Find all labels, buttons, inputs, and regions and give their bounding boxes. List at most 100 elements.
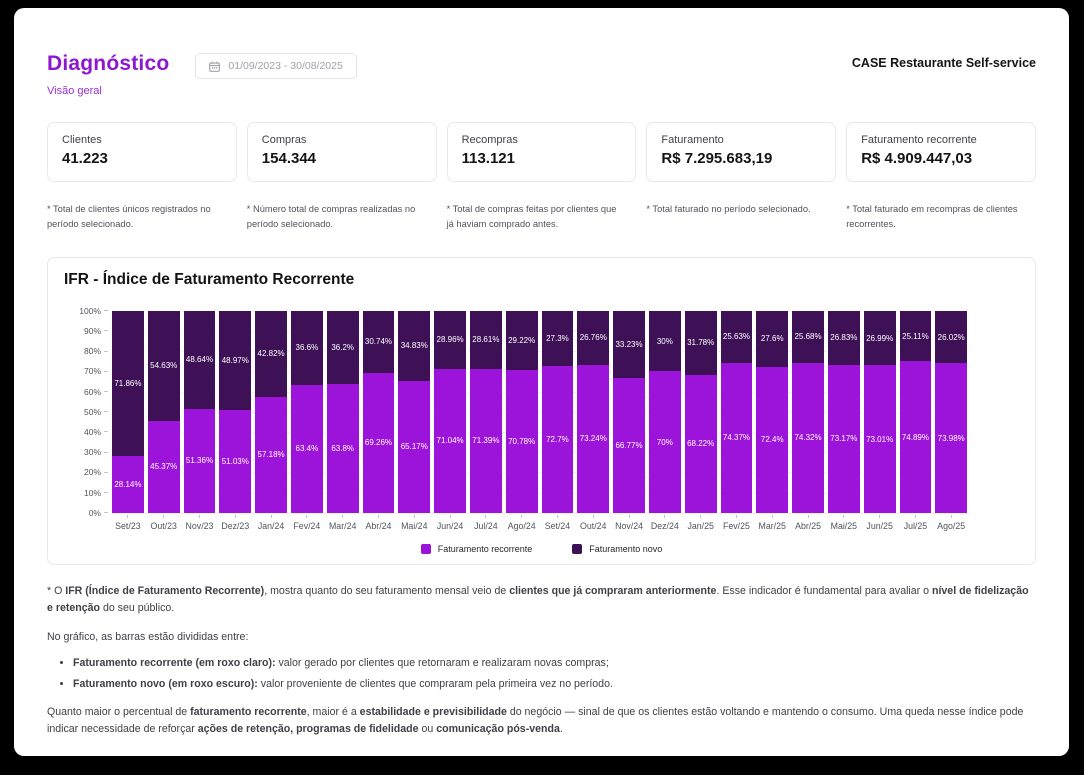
x-axis-label: Dez/24 — [650, 520, 679, 531]
bar-segment-novo: 36.6% — [290, 310, 323, 385]
y-axis: 100% 90% 80% 70% 60% 50% 40% 30% 20% 10% 0% — [64, 306, 108, 518]
y-tick-label: 10% — [84, 488, 108, 498]
x-axis-label: Jan/25 — [687, 520, 714, 531]
stacked-bar: 27.6% 72.4% — [756, 310, 789, 513]
bar-group: 33.23% 66.77% Nov/24 — [613, 310, 645, 531]
bar-segment-novo: 42.82% — [255, 310, 287, 398]
bar-group: 42.82% 57.18% Jan/24 — [255, 310, 287, 531]
x-axis-label: Abr/25 — [795, 520, 821, 531]
stacked-bar: 26.02% 73.98% — [935, 310, 968, 513]
y-tick-label: 60% — [84, 387, 108, 397]
stacked-bar: 25.68% 74.32% — [792, 310, 824, 513]
bar-segment-recorrente: 68.22% — [684, 374, 717, 513]
kpi-label: Faturamento — [661, 134, 724, 146]
bar-segment-recorrente: 74.89% — [899, 361, 932, 513]
description-intro: * O IFR (Índice de Faturamento Recorrent… — [47, 584, 1029, 614]
bar-segment-recorrente: 28.14% — [112, 455, 144, 513]
x-axis-label: Out/23 — [150, 520, 177, 531]
stacked-bar: 25.63% 74.37% — [720, 310, 753, 513]
description-lead: No gráfico, as barras estão divididas en… — [47, 630, 249, 643]
x-axis-label: Ago/24 — [507, 520, 536, 531]
bar-group: 30% 70% Dez/24 — [648, 310, 681, 531]
stacked-bar: 71.86% 28.14% — [112, 310, 144, 513]
bar-group: 29.22% 70.78% Ago/24 — [505, 310, 538, 531]
calendar-icon — [209, 61, 221, 72]
y-tick-label: 70% — [84, 366, 108, 376]
x-axis-label: Jan/24 — [257, 520, 285, 531]
legend-item-novo[interactable]: Faturamento novo — [572, 543, 662, 554]
kpi-label: Clientes — [62, 134, 102, 146]
bar-segment-novo: 26.83% — [827, 310, 860, 365]
bar-group: 31.78% 68.22% Jan/25 — [684, 310, 717, 531]
chart-title: IFR - Índice de Faturamento Recorrente — [64, 270, 355, 288]
bars-area: 71.86% 28.14% Set/23 54.63% 45.37% Out/23 48.6… — [112, 310, 968, 531]
y-tick-label: 0% — [89, 508, 108, 518]
bar-segment-novo: 30% — [648, 310, 681, 372]
kpi-value: 113.121 — [461, 150, 515, 167]
bar-segment-recorrente: 74.37% — [720, 362, 753, 513]
bar-segment-novo: 31.78% — [684, 310, 717, 375]
bar-group: 26.83% 73.17% Mai/25 — [827, 310, 860, 531]
x-axis-label: Set/24 — [544, 520, 571, 531]
bar-group: 48.64% 51.36% Nov/23 — [183, 310, 216, 531]
bar-group: 28.96% 71.04% Jun/24 — [434, 310, 466, 531]
bar-segment-recorrente: 73.24% — [577, 364, 610, 513]
legend-swatch-novo — [572, 543, 583, 554]
date-range-picker[interactable]: 01/09/2023 - 30/08/2025 — [195, 53, 357, 79]
bar-segment-novo: 71.86% — [112, 310, 144, 456]
x-axis-label: Fev/24 — [293, 520, 321, 531]
x-axis-label: Jun/24 — [436, 520, 464, 531]
stacked-bar: 42.82% 57.18% — [255, 310, 287, 513]
x-axis-label: Mai/25 — [830, 520, 858, 531]
stacked-bar: 33.23% 66.77% — [613, 310, 645, 513]
bar-segment-novo: 25.68% — [792, 310, 824, 363]
stacked-bar: 26.83% 73.17% — [827, 310, 860, 513]
kpi-card-faturamento-recorrente: Faturamento recorrente R$ 4.909.447,03 — [846, 122, 1036, 182]
stacked-bar: 30% 70% — [648, 310, 681, 513]
x-axis-label: Nov/24 — [615, 520, 643, 531]
bar-segment-recorrente: 73.98% — [935, 363, 968, 513]
x-axis-label: Out/24 — [580, 520, 607, 531]
bar-segment-recorrente: 63.4% — [290, 384, 323, 513]
bar-segment-recorrente: 74.32% — [792, 362, 824, 513]
kpi-label: Compras — [261, 134, 307, 146]
legend-item-recorrente[interactable]: Faturamento recorrente — [420, 543, 533, 554]
y-tick-label: 20% — [84, 467, 108, 477]
description-outro: Quanto maior o percentual de faturamento… — [47, 706, 1024, 736]
stacked-bar: 26.99% 73.01% — [863, 310, 896, 513]
header: Diagnóstico Visão geral 01/09/2023 - 30/… — [47, 52, 1036, 97]
legend-swatch-recorrente — [420, 543, 431, 554]
bar-group: 25.63% 74.37% Fev/25 — [720, 310, 753, 531]
chart-description: * O IFR (Índice de Faturamento Recorrent… — [47, 583, 1036, 739]
x-axis-label: Fev/25 — [722, 520, 750, 531]
kpi-value: R$ 7.295.683,19 — [661, 150, 773, 167]
bar-group: 30.74% 69.26% Abr/24 — [362, 310, 395, 531]
bar-group: 36.6% 63.4% Fev/24 — [290, 310, 323, 531]
x-axis-label: Nov/23 — [185, 520, 214, 531]
kpi-label: Recompras — [461, 134, 518, 146]
stacked-bar: 27.3% 72.7% — [541, 310, 574, 513]
x-axis-label: Jun/25 — [866, 520, 893, 531]
kpi-label: Faturamento recorrente — [861, 134, 977, 146]
bar-segment-recorrente: 45.37% — [147, 421, 180, 513]
bar-segment-novo: 25.63% — [720, 310, 753, 363]
bar-group: 48.97% 51.03% Dez/23 — [219, 310, 252, 531]
x-axis-label: Mar/24 — [328, 520, 357, 531]
kpi-value: R$ 4.909.447,03 — [861, 150, 973, 167]
bar-group: 27.3% 72.7% Set/24 — [541, 310, 574, 531]
bar-segment-novo: 28.96% — [434, 310, 466, 370]
bullet-item: Faturamento novo (em roxo escuro): valor… — [73, 676, 1036, 693]
subtitle-link[interactable]: Visão geral — [47, 85, 102, 97]
bar-segment-novo: 28.61% — [469, 310, 502, 369]
stacked-bar: 25.11% 74.89% — [899, 310, 932, 513]
bar-segment-recorrente: 73.01% — [863, 365, 896, 513]
x-axis-label: Jul/25 — [903, 520, 928, 531]
legend-label: Faturamento recorrente — [437, 543, 533, 554]
kpi-note: * Total de clientes únicos registrados n… — [47, 204, 211, 229]
bar-segment-recorrente: 72.4% — [756, 366, 789, 513]
kpi-notes-row: * Total de clientes únicos registrados n… — [47, 202, 1036, 232]
stacked-bar: 34.83% 65.17% — [398, 310, 431, 513]
stacked-bar: 36.6% 63.4% — [290, 310, 323, 513]
title-block: Diagnóstico Visão geral — [47, 52, 169, 97]
x-axis-label: Mar/25 — [758, 520, 786, 531]
